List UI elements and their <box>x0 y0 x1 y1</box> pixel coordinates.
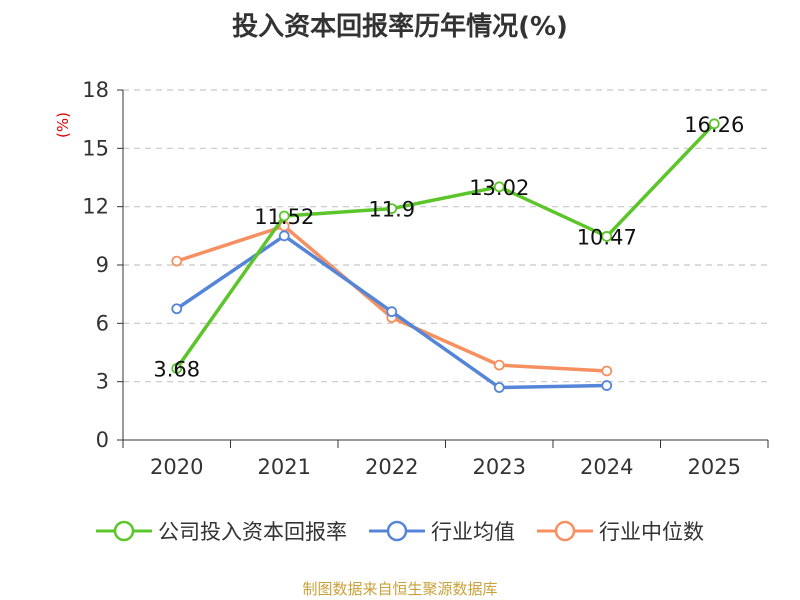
series-layer <box>171 118 720 393</box>
point-industry_median-2024 <box>601 365 613 377</box>
axis-layer: 0 3 6 9 12 15 18 2020 2021 2022 2023 2024 2025 (%) <box>54 78 769 479</box>
legend-swatch-industry-avg <box>369 520 425 542</box>
point-industry_median-2023 <box>493 359 505 371</box>
point-industry_avg-2021 <box>278 230 290 242</box>
x-tick-label-2024: 2024 <box>580 455 633 479</box>
x-tick-label-2025: 2025 <box>688 455 741 479</box>
point-company-2021 <box>278 210 290 222</box>
legend-label-company: 公司投入资本回报率 <box>158 520 347 544</box>
data-label-company-2022: 11.9 <box>368 198 415 222</box>
label-layer: 3.68 11.52 11.9 13.02 10.47 16.26 <box>153 113 744 382</box>
legend-swatch-company <box>96 520 152 542</box>
legend-swatch-industry-median <box>537 520 593 542</box>
y-axis-unit-label: (%) <box>54 112 72 138</box>
data-label-company-2023: 13.02 <box>469 176 529 200</box>
y-tick-label-18: 18 <box>82 78 109 102</box>
data-label-company-2025: 16.26 <box>684 113 744 137</box>
series-line-company <box>175 122 716 371</box>
point-industry_avg-2022 <box>386 306 398 318</box>
legend-label-industry-median: 行业中位数 <box>599 520 704 544</box>
x-tick-label-2022: 2022 <box>365 455 418 479</box>
point-company-2022 <box>386 203 398 215</box>
point-industry_avg-2020 <box>171 303 183 315</box>
y-tick-label-6: 6 <box>96 311 109 335</box>
y-tick-label-15: 15 <box>82 136 109 160</box>
y-tick-label-12: 12 <box>82 195 109 219</box>
legend-item-industry-median[interactable]: 行业中位数 <box>537 516 704 546</box>
point-company-2020 <box>171 363 183 374</box>
x-tick-label-2023: 2023 <box>473 455 526 479</box>
y-tick-label-9: 9 <box>96 253 109 277</box>
point-industry_avg-2023 <box>493 382 505 393</box>
x-tick-label-2020: 2020 <box>150 455 203 479</box>
data-label-company-2021: 11.52 <box>254 205 314 229</box>
source-note: 制图数据来自恒生聚源数据库 <box>302 580 498 598</box>
legend-item-company[interactable]: 公司投入资本回报率 <box>96 516 347 546</box>
point-industry_median-2020 <box>171 255 183 267</box>
data-label-company-2020: 3.68 <box>153 357 200 381</box>
legend: 公司投入资本回报率 行业均值 行业中位数 <box>0 516 800 546</box>
y-tick-label-3: 3 <box>96 370 109 394</box>
y-tick-label-0: 0 <box>96 428 109 452</box>
data-label-company-2024: 10.47 <box>577 225 637 249</box>
grid-layer <box>123 89 768 383</box>
legend-item-industry-avg[interactable]: 行业均值 <box>369 516 515 546</box>
legend-label-industry-avg: 行业均值 <box>431 520 515 544</box>
point-company-2024 <box>601 231 613 242</box>
point-company-2025 <box>708 118 720 130</box>
chart-title: 投入资本回报率历年情况(%) <box>232 12 568 42</box>
x-tick-label-2021: 2021 <box>258 455 311 479</box>
point-industry_avg-2024 <box>601 380 613 391</box>
series-line-industry_median <box>175 224 609 373</box>
point-company-2023 <box>493 181 505 193</box>
